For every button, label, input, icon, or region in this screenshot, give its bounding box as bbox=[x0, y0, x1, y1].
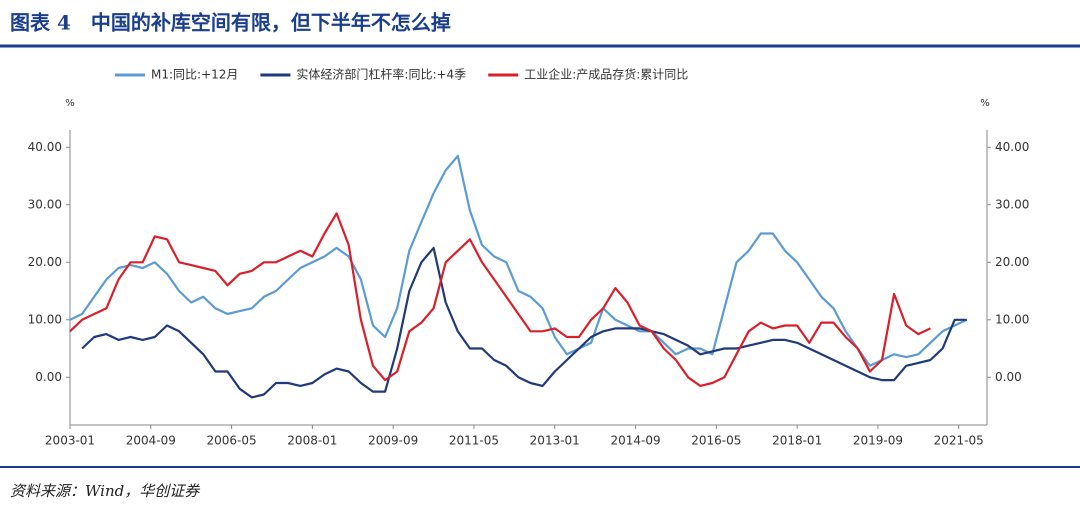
y-tick-label: 40.00 bbox=[28, 140, 62, 154]
y2-unit: % bbox=[980, 98, 990, 109]
chart-title: 图表 4 中国的补库空间有限，但下半年不怎么掉 bbox=[10, 11, 451, 35]
x-tick-label: 2018-01 bbox=[772, 434, 822, 448]
x-tick-label: 2021-05 bbox=[934, 434, 984, 448]
y-tick-label: 0.00 bbox=[35, 370, 62, 384]
x-tick-label: 2019-09 bbox=[853, 434, 903, 448]
y2-tick-label: 20.00 bbox=[995, 255, 1029, 269]
y2-tick-label: 30.00 bbox=[995, 197, 1029, 211]
y-tick-label: 10.00 bbox=[28, 312, 62, 326]
y2-tick-label: 0.00 bbox=[995, 370, 1022, 384]
legend-label: 工业企业:产成品存货:累计同比 bbox=[524, 67, 688, 82]
x-tick-label: 2009-09 bbox=[368, 434, 418, 448]
y-tick-label: 30.00 bbox=[28, 197, 62, 211]
y-unit: % bbox=[65, 98, 75, 109]
x-tick-label: 2016-05 bbox=[691, 434, 741, 448]
x-tick-label: 2003-01 bbox=[45, 434, 95, 448]
x-tick-label: 2004-09 bbox=[126, 434, 176, 448]
x-tick-label: 2013-01 bbox=[530, 434, 580, 448]
x-tick-label: 2008-01 bbox=[287, 434, 337, 448]
y-tick-label: 20.00 bbox=[28, 255, 62, 269]
y2-tick-label: 40.00 bbox=[995, 140, 1029, 154]
series-line bbox=[69, 154, 968, 367]
legend-label: M1:同比:+12月 bbox=[151, 68, 238, 82]
series-line bbox=[81, 246, 967, 399]
x-tick-label: 2014-09 bbox=[610, 434, 660, 448]
source: 资料来源：Wind，华创证券 bbox=[10, 482, 200, 500]
legend-label: 实体经济部门杠杆率:同比:+4季 bbox=[296, 67, 466, 82]
x-tick-label: 2011-05 bbox=[449, 434, 499, 448]
series-line bbox=[69, 212, 931, 387]
y2-tick-label: 10.00 bbox=[995, 312, 1029, 326]
x-tick-label: 2006-05 bbox=[207, 434, 257, 448]
